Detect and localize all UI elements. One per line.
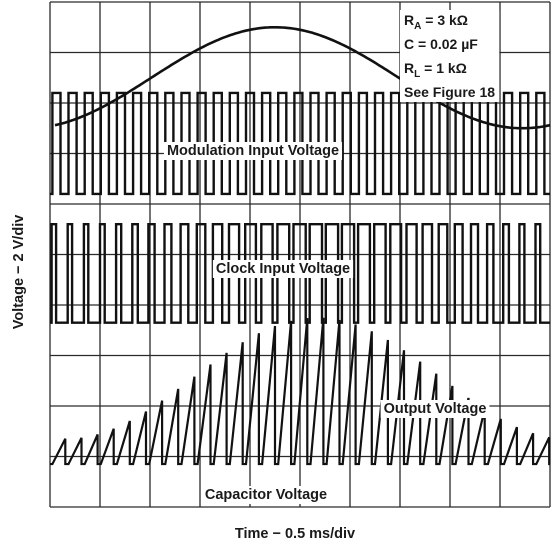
annotation-ra: RA = 3 kΩ bbox=[404, 12, 468, 32]
series-label-modulation: Modulation Input Voltage bbox=[167, 143, 339, 159]
annotation-background bbox=[400, 10, 500, 102]
x-axis-label: Time − 0.5 ms/div bbox=[235, 526, 355, 542]
y-axis-label: Voltage − 2 V/div bbox=[11, 215, 27, 330]
trace-modulation-input bbox=[54, 26, 551, 130]
label-background bbox=[163, 142, 343, 160]
series-label-output: Output Voltage bbox=[384, 401, 487, 417]
series-label-capacitor: Capacitor Voltage bbox=[205, 487, 327, 503]
annotation-rl: RL = 1 kΩ bbox=[404, 60, 467, 80]
annotation-figure: See Figure 18 bbox=[404, 84, 495, 100]
trace-output bbox=[50, 223, 550, 324]
parameter-annotations: RA = 3 kΩ C = 0.02 µF RL = 1 kΩ See Figu… bbox=[400, 10, 500, 102]
trace-capacitor bbox=[50, 317, 551, 466]
label-background bbox=[201, 486, 331, 504]
annotation-c: C = 0.02 µF bbox=[404, 36, 478, 52]
label-background bbox=[380, 400, 490, 418]
trace-clock-input bbox=[50, 91, 550, 196]
traces bbox=[50, 26, 551, 466]
series-label-clock: Clock Input Voltage bbox=[216, 261, 350, 277]
label-background bbox=[212, 260, 354, 278]
